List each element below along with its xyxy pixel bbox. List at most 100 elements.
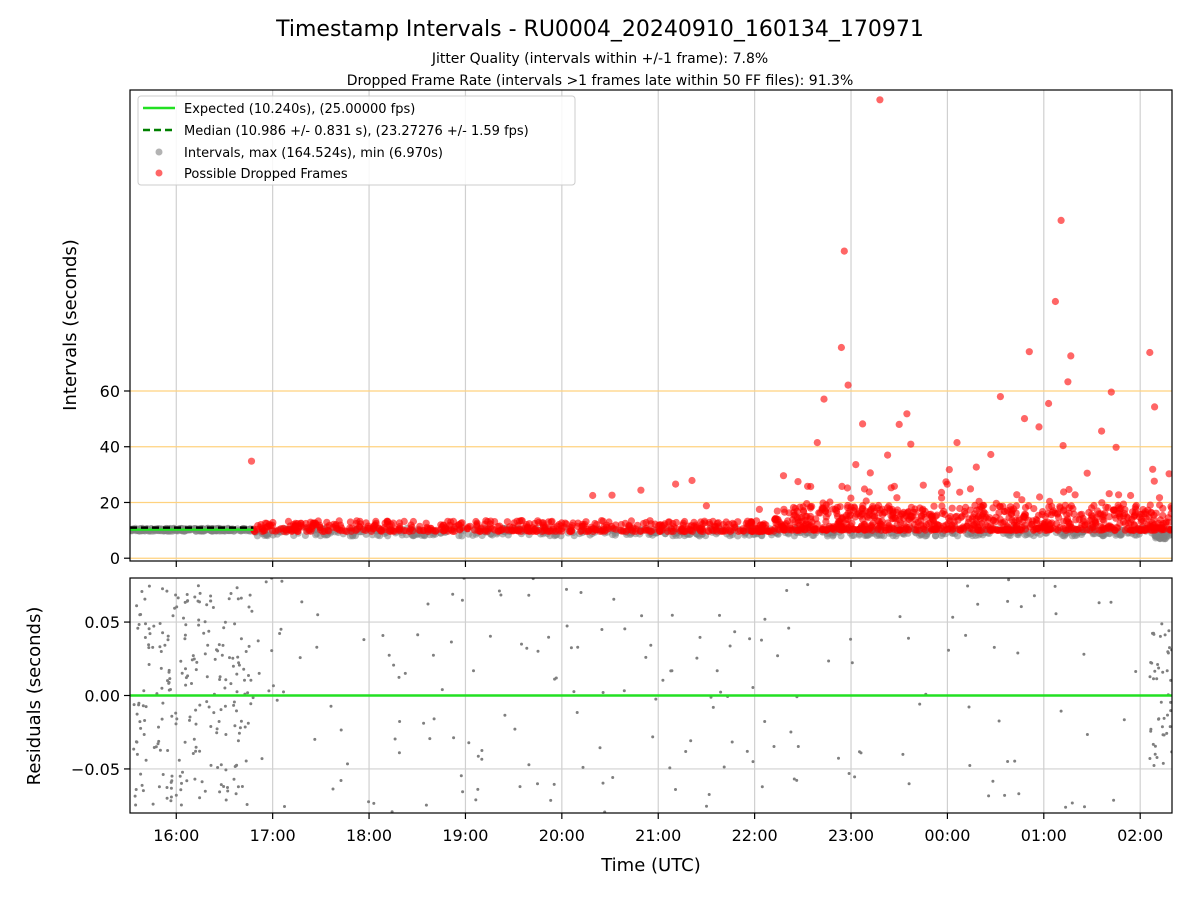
- dropped-point: [948, 504, 956, 512]
- dropped-outlier-point: [688, 476, 696, 485]
- residual-point: [549, 798, 553, 802]
- residual-point: [992, 645, 996, 649]
- residual-point: [997, 719, 1001, 723]
- chart-title: Timestamp Intervals - RU0004_20240910_16…: [275, 17, 924, 42]
- residual-point: [174, 793, 178, 797]
- residual-point: [180, 781, 183, 785]
- residual-point: [1149, 727, 1153, 731]
- residual-point: [215, 731, 219, 735]
- dropped-point: [1035, 511, 1043, 519]
- residual-point: [789, 730, 793, 734]
- dropped-outlier-point: [866, 469, 874, 477]
- dropped-outlier-point: [755, 505, 764, 513]
- residual-point: [207, 705, 211, 709]
- dropped-outlier-point: [1155, 494, 1164, 502]
- dropped-point: [558, 525, 566, 533]
- residual-point: [193, 777, 197, 781]
- residual-point: [200, 780, 204, 784]
- residual-point: [279, 627, 283, 631]
- residual-point: [1083, 805, 1086, 809]
- dropped-point: [1130, 526, 1138, 534]
- dropped-point: [1067, 502, 1075, 510]
- residual-point: [424, 803, 428, 807]
- residual-point: [527, 763, 531, 767]
- dropped-point: [773, 507, 781, 515]
- dropped-outlier-point: [804, 482, 812, 490]
- residual-point: [1019, 605, 1023, 609]
- residual-point: [190, 682, 193, 685]
- residual-point: [654, 697, 658, 701]
- residual-point: [243, 678, 246, 682]
- top-y-tick-label: 20: [100, 493, 120, 512]
- residual-point: [218, 790, 222, 794]
- residual-point: [751, 686, 755, 689]
- x-tick-label: 19:00: [442, 826, 488, 845]
- residual-point: [719, 690, 723, 694]
- residual-point: [329, 704, 333, 708]
- residual-point: [480, 757, 484, 761]
- dropped-point: [925, 519, 933, 528]
- residual-point: [907, 782, 911, 786]
- residual-point: [918, 702, 922, 706]
- residual-point: [1160, 725, 1164, 729]
- dropped-point: [1159, 511, 1167, 520]
- dropped-outlier-point: [637, 486, 645, 494]
- interval-point: [458, 532, 466, 540]
- dropped-point: [1021, 522, 1029, 530]
- residual-point: [236, 655, 240, 659]
- residual-point: [224, 678, 228, 682]
- residual-point: [271, 684, 275, 688]
- dropped-outlier-point: [1020, 415, 1029, 423]
- residual-point: [256, 639, 260, 643]
- dropped-point: [966, 485, 975, 493]
- residual-point: [239, 596, 243, 600]
- dropped-point: [956, 504, 964, 513]
- dropped-point: [1083, 526, 1091, 534]
- residual-point: [722, 765, 726, 769]
- dropped-point: [754, 527, 762, 535]
- residual-point: [142, 689, 146, 693]
- dropped-outlier-point: [907, 440, 915, 448]
- residual-point: [165, 796, 169, 800]
- bottom-y-tick-label: 0.00: [84, 687, 120, 706]
- residual-point: [684, 750, 688, 753]
- dropped-point: [518, 517, 526, 525]
- dropped-point: [353, 517, 361, 525]
- residual-point: [1156, 663, 1160, 666]
- residual-point: [416, 633, 420, 637]
- residual-point: [205, 675, 209, 679]
- dropped-point: [504, 526, 513, 534]
- dropped-point: [346, 518, 354, 526]
- residual-point: [167, 670, 171, 674]
- residual-point: [147, 663, 151, 666]
- dropped-point: [904, 525, 913, 534]
- residual-point: [132, 703, 136, 707]
- residual-point: [283, 805, 286, 808]
- residual-point: [715, 669, 719, 673]
- residual-point: [236, 597, 240, 601]
- residual-point: [194, 708, 198, 712]
- dropped-point: [605, 524, 613, 533]
- dropped-point: [862, 497, 870, 505]
- dropped-point: [427, 524, 435, 532]
- dropped-point: [325, 521, 333, 530]
- residual-point: [213, 657, 217, 661]
- top-y-tick-label: 0: [110, 549, 120, 568]
- residual-point: [760, 638, 763, 642]
- residual-point: [1153, 669, 1157, 673]
- residual-point: [197, 623, 201, 627]
- residual-point: [547, 635, 551, 639]
- residual-point: [603, 810, 607, 813]
- dropped-outlier-point: [1025, 348, 1033, 356]
- residual-point: [144, 758, 148, 762]
- residual-point: [134, 803, 138, 807]
- residual-point: [536, 782, 539, 786]
- residual-point: [161, 587, 164, 591]
- dropped-point: [1100, 526, 1108, 534]
- dropped-point: [917, 521, 925, 529]
- dropped-point: [699, 520, 707, 528]
- residual-point: [315, 645, 319, 649]
- residual-point: [151, 645, 155, 649]
- residual-point: [188, 715, 192, 719]
- dropped-point: [584, 527, 592, 536]
